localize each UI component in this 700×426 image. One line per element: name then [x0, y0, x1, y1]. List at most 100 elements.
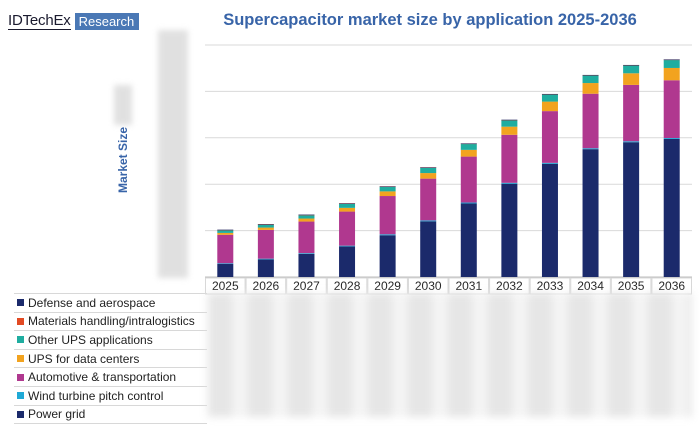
x-tick-label: 2035 [618, 279, 645, 293]
legend-swatch [17, 299, 24, 307]
bar-segment [339, 203, 356, 204]
bar-segment [623, 65, 640, 74]
bar-segment [217, 230, 234, 233]
legend-item: Other UPS applications [14, 331, 207, 350]
bar-segment [541, 93, 558, 95]
bar-segment [257, 224, 274, 228]
brand-badge: Research [74, 12, 140, 30]
bar-segment [541, 94, 558, 102]
bar-segment [582, 75, 599, 84]
bar-segment [420, 221, 437, 277]
bar-segment [663, 138, 680, 277]
legend-label: UPS for data centers [28, 351, 140, 366]
bar-segment [663, 67, 680, 81]
bar-segment [460, 149, 477, 157]
bar-segment [663, 59, 680, 68]
bar-segment [663, 80, 680, 139]
bar-segment [379, 186, 396, 192]
bar-segment [623, 142, 640, 277]
bar-segment [582, 74, 599, 76]
legend-label: Other UPS applications [28, 332, 153, 347]
bar-segment [420, 173, 437, 179]
bar-segment [298, 253, 315, 277]
bar-segment [298, 221, 315, 254]
bar-segment [217, 232, 234, 235]
bar-segment [339, 207, 356, 212]
y-label-obscured [114, 85, 132, 125]
bar-segment [339, 211, 356, 246]
legend-label: Wind turbine pitch control [28, 388, 164, 403]
bar-segment [663, 138, 680, 139]
bar-segment [257, 227, 274, 230]
legend-item: Defense and aerospace [14, 294, 207, 313]
bar-segment [623, 64, 640, 66]
bar-segment [460, 143, 477, 144]
bar-segment [339, 246, 356, 277]
legend-item: UPS for data centers [14, 350, 207, 369]
bar-segment [582, 149, 599, 277]
bar-segment [420, 167, 437, 174]
bar-segment [501, 126, 518, 135]
bar-segment [420, 220, 437, 222]
bar-segment [501, 120, 518, 127]
bar-segment [541, 162, 558, 164]
legend-label: Power grid [28, 407, 86, 422]
bar-segment [623, 141, 640, 143]
x-tick-label: 2034 [577, 279, 604, 293]
x-tick-label: 2031 [455, 279, 482, 293]
bar-segment [663, 59, 680, 60]
bar-segment [420, 167, 437, 168]
legend-swatch [17, 355, 24, 363]
brand-name: IDTechEx [8, 11, 71, 30]
idtechex-logo: IDTechEx Research [8, 11, 140, 30]
bar-segment [298, 253, 315, 254]
bar-segment [217, 263, 234, 265]
legend-item: Materials handling/intralogistics [14, 313, 207, 332]
legend-label: Defense and aerospace [28, 295, 156, 310]
bar-segment [298, 218, 315, 222]
legend: Defense and aerospace Materials handling/… [14, 293, 207, 425]
bar-segment [501, 134, 518, 183]
chart-title: Supercapacitor market size by applicatio… [223, 11, 637, 29]
bar-segment [339, 203, 356, 208]
bar-segment [257, 224, 274, 225]
x-tick-label: 2036 [658, 279, 685, 293]
legend-swatch [17, 373, 24, 381]
legend-item: Wind turbine pitch control [14, 387, 207, 406]
legend-item: Automotive & transportation [14, 368, 207, 387]
bar-segment [217, 229, 234, 231]
bar-segment [298, 215, 315, 219]
bar-segment [582, 148, 599, 150]
legend-swatch [17, 336, 24, 344]
bar-segment [217, 264, 234, 277]
bar-segment [379, 196, 396, 235]
bar-segment [582, 93, 599, 149]
legend-swatch [17, 410, 24, 418]
x-tick-label: 2030 [415, 279, 442, 293]
x-tick-label: 2025 [212, 279, 239, 293]
bar-segment [460, 202, 477, 204]
bar-segment [379, 186, 396, 187]
bar-segment [541, 163, 558, 277]
bar-segment [298, 214, 315, 216]
legend-label: Materials handling/intralogistics [28, 314, 195, 329]
x-tick-label: 2033 [537, 279, 564, 293]
legend-label: Automotive & transportation [28, 370, 177, 385]
bar-segment [379, 234, 396, 236]
x-tick-label: 2026 [253, 279, 280, 293]
bar-segment [501, 183, 518, 277]
data-table-obscured [208, 293, 692, 417]
bar-segment [460, 156, 477, 203]
legend-swatch [17, 392, 24, 400]
x-tick-label: 2028 [334, 279, 361, 293]
bar-segment [217, 234, 234, 264]
x-tick-label: 2032 [496, 279, 523, 293]
bar-segment [257, 229, 274, 259]
bar-segment [460, 203, 477, 277]
bar-segment [541, 101, 558, 112]
x-tick-label: 2027 [293, 279, 320, 293]
bar-segment [623, 73, 640, 85]
bar-segment [541, 111, 558, 163]
y-tick-labels-obscured [158, 30, 188, 278]
